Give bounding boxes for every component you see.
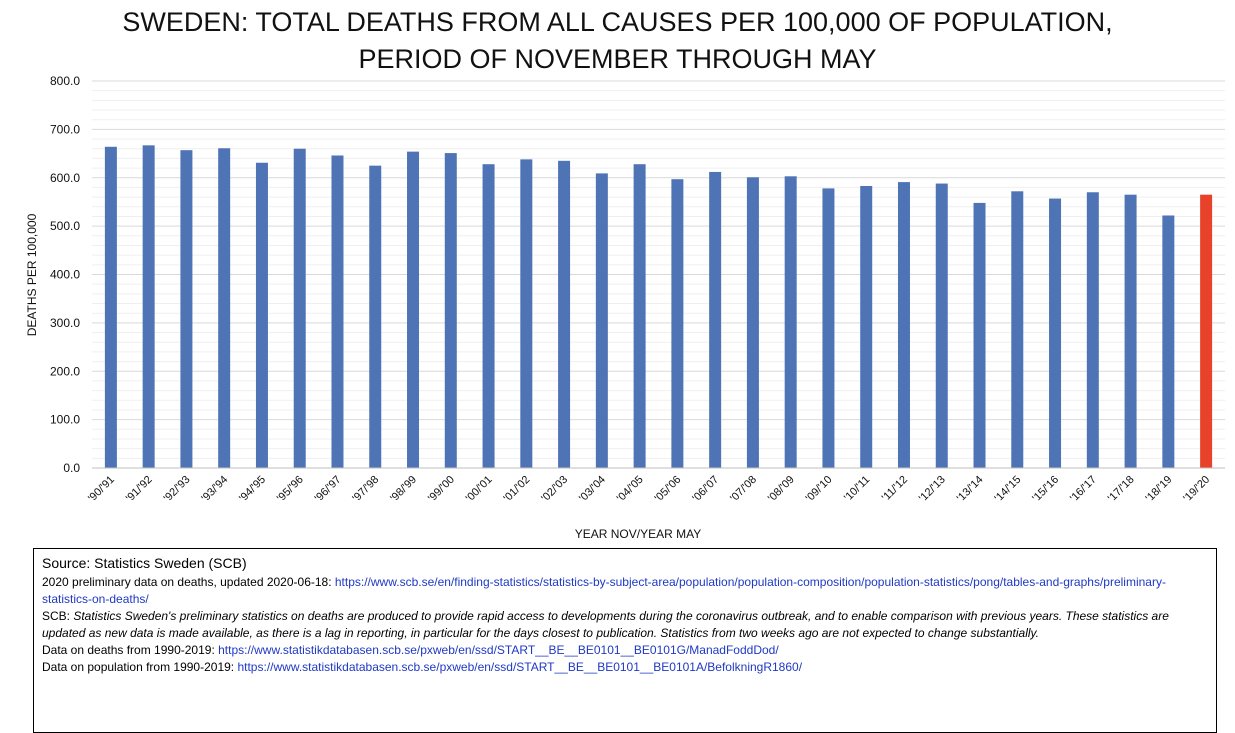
y-tick-label: 400.0 (50, 268, 80, 282)
bar (973, 202, 986, 468)
x-tick-label: '97/'98 (350, 474, 381, 505)
bar (369, 165, 382, 468)
bar (104, 146, 117, 469)
bar (293, 148, 306, 468)
bar (633, 164, 646, 468)
x-tick-label: '96/'97 (313, 474, 344, 505)
bars (104, 145, 1213, 469)
bar (860, 185, 873, 468)
y-axis-label: DEATHS PER 100,000 (25, 213, 39, 336)
x-tick-label: '07/'08 (728, 474, 759, 505)
source-heading: Source: Statistics Sweden (SCB) (42, 555, 247, 571)
bar (671, 179, 684, 469)
bar (595, 173, 608, 469)
x-tick-label: '17/'18 (1106, 474, 1137, 505)
y-tick-label: 300.0 (50, 316, 80, 330)
bar (709, 171, 722, 468)
x-tick-label: '95/'96 (275, 474, 306, 505)
bar (746, 177, 759, 469)
x-tick-label: '00/'01 (464, 474, 495, 505)
bar (784, 176, 797, 468)
x-tick-label: '15/'16 (1030, 474, 1061, 505)
preliminary-data-text: 2020 preliminary data on deaths, updated… (42, 575, 335, 589)
x-tick-label: '09/'10 (804, 474, 835, 505)
x-tick-label: '91/'92 (124, 474, 155, 505)
y-tick-label: 800.0 (50, 74, 80, 88)
x-tick-label: '19/'20 (1181, 474, 1212, 505)
chart-title-line-2: PERIOD OF NOVEMBER THROUGH MAY (358, 44, 877, 74)
x-tick-label: '98/'99 (388, 474, 419, 505)
x-tick-label: '08/'09 (766, 474, 797, 505)
x-tick-label: '01/'02 (502, 474, 533, 505)
preliminary-data-line: 2020 preliminary data on deaths, updated… (42, 574, 1208, 608)
scb-note-prefix: SCB: (42, 609, 74, 623)
population-data-link[interactable]: https://www.statistikdatabasen.scb.se/px… (237, 660, 803, 674)
deaths-data-text: Data on deaths from 1990-2019: (42, 643, 219, 657)
bar (331, 155, 344, 468)
preliminary-data-link[interactable]: https://www.scb.se/en/finding-statistics… (42, 575, 1166, 606)
bar (482, 164, 495, 468)
bar (822, 188, 835, 468)
x-axis-label: YEAR NOV/YEAR MAY (575, 527, 701, 541)
grid-lines (92, 80, 1225, 469)
x-tick-label: '90/'91 (86, 474, 117, 505)
chart-title: SWEDEN: TOTAL DEATHS FROM ALL CAUSES PER… (0, 4, 1235, 78)
bar (180, 150, 193, 468)
y-tick-label: 600.0 (50, 171, 80, 185)
y-tick-label: 200.0 (50, 364, 80, 378)
bar-chart: 0.0 100.0 200.0 300.0 400.0 500.0 600.0 700.0 80… (25, 74, 1225, 541)
population-data-line: Data on population from 1990-2019: https… (42, 659, 1208, 676)
x-tick-label: '12/'13 (917, 474, 948, 505)
x-tick-labels: '90/'91'91/'92'92/'93'93/'94'94/'95'95/'… (86, 474, 1212, 505)
x-tick-label: '14/'15 (992, 474, 1023, 505)
x-tick-label: '03/'04 (577, 474, 608, 505)
bar (142, 145, 155, 468)
population-data-text: Data on population from 1990-2019: (42, 660, 238, 674)
bar (218, 148, 231, 468)
scb-note-text: Statistics Sweden's preliminary statisti… (42, 609, 1169, 640)
x-tick-label: '10/'11 (842, 474, 872, 504)
bar (1086, 192, 1099, 468)
x-tick-label: '18/'19 (1144, 474, 1175, 505)
bar (1049, 198, 1062, 468)
bar (897, 182, 910, 468)
y-tick-label: 700.0 (50, 122, 80, 136)
bar (444, 153, 457, 469)
y-tick-label: 500.0 (50, 219, 80, 233)
x-tick-label: '16/'17 (1068, 474, 1099, 505)
source-box: Source: Statistics Sweden (SCB) 2020 pre… (33, 548, 1217, 733)
bar (520, 159, 533, 468)
y-tick-labels: 0.0 100.0 200.0 300.0 400.0 500.0 600.0 700.0 80… (50, 74, 80, 475)
x-tick-label: '92/'93 (162, 474, 193, 505)
deaths-data-line: Data on deaths from 1990-2019: https://w… (42, 642, 1208, 659)
bar (407, 151, 420, 468)
bar (1124, 194, 1137, 468)
x-tick-label: '94/'95 (237, 474, 268, 505)
x-tick-label: '04/'05 (615, 474, 646, 505)
bar (935, 183, 948, 468)
bar (558, 160, 571, 468)
bar (255, 162, 268, 468)
x-tick-label: '93/'94 (199, 474, 230, 505)
x-tick-label: '06/'07 (690, 474, 721, 505)
bar (1162, 215, 1175, 468)
scb-note: SCB: Statistics Sweden's preliminary sta… (42, 608, 1208, 642)
y-tick-label: 100.0 (50, 413, 80, 427)
x-tick-label: '99/'00 (426, 474, 457, 505)
x-tick-label: '13/'14 (955, 474, 986, 505)
deaths-data-link[interactable]: https://www.statistikdatabasen.scb.se/px… (218, 643, 779, 657)
x-tick-label: '02/'03 (539, 474, 570, 505)
x-tick-label: '11/'12 (880, 474, 910, 504)
bar (1011, 191, 1024, 469)
x-tick-label: '05/'06 (653, 474, 684, 505)
chart-title-line-1: SWEDEN: TOTAL DEATHS FROM ALL CAUSES PER… (122, 7, 1113, 37)
bar (1200, 194, 1213, 468)
y-tick-label: 0.0 (63, 461, 80, 475)
